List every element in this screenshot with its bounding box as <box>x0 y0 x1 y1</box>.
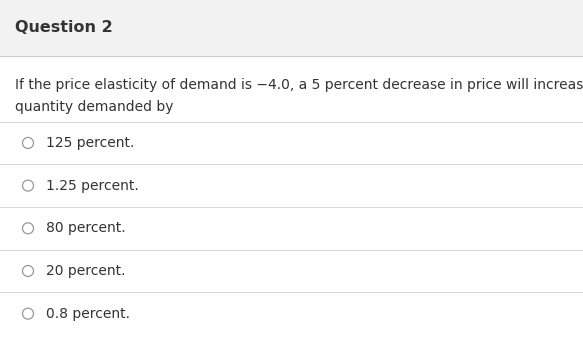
Text: Question 2: Question 2 <box>15 20 113 35</box>
Text: 20 percent.: 20 percent. <box>46 264 125 278</box>
Text: 0.8 percent.: 0.8 percent. <box>46 307 130 321</box>
Text: 1.25 percent.: 1.25 percent. <box>46 179 139 193</box>
Text: 80 percent.: 80 percent. <box>46 221 125 235</box>
Text: If the price elasticity of demand is −4.0, a 5 percent decrease in price will in: If the price elasticity of demand is −4.… <box>15 78 583 92</box>
Bar <box>0 0 583 56</box>
Text: quantity demanded by: quantity demanded by <box>15 100 174 114</box>
Text: 125 percent.: 125 percent. <box>46 136 134 150</box>
